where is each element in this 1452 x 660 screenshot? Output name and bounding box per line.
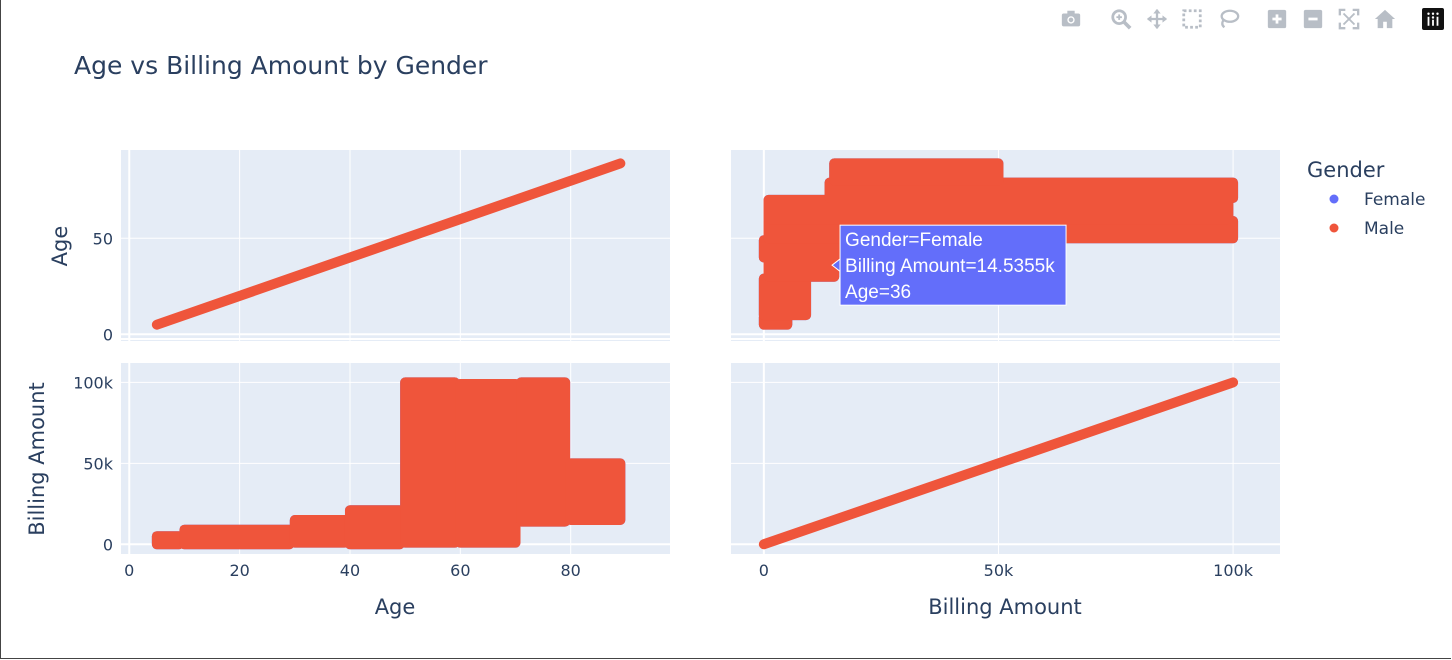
legend-marker-female <box>1329 194 1339 204</box>
legend-item-male[interactable]: Male <box>1329 219 1405 239</box>
point-block-male-age-vs-billing-7 <box>829 158 1004 186</box>
legend-title: Gender <box>1307 158 1385 182</box>
diagonal-points-billing <box>758 377 1239 550</box>
legend-marker-male <box>1329 223 1339 233</box>
x-tick-label-age: 60 <box>450 561 470 580</box>
legend: Gender Female Male <box>1307 158 1425 239</box>
point-block-male-billing-vs-age-2 <box>289 515 350 548</box>
x-tick-label-age: 20 <box>229 561 249 580</box>
autoscale-icon[interactable] <box>1336 6 1362 32</box>
zoom-in-icon[interactable] <box>1264 6 1290 32</box>
point-block-male-billing-vs-age-6 <box>516 377 571 527</box>
legend-label-female: Female <box>1364 190 1425 210</box>
x-tick-label-billing: 100k <box>1213 561 1254 580</box>
camera-icon[interactable] <box>1058 6 1084 32</box>
x-tick-label-age: 0 <box>124 561 134 580</box>
point-block-male-billing-vs-age-4 <box>400 377 460 548</box>
hover-line-age: Age=36 <box>845 282 911 303</box>
y-tick-label-age: 0 <box>103 325 113 344</box>
box-select-icon[interactable] <box>1179 6 1205 32</box>
plotly-logo-icon[interactable] <box>1422 8 1444 30</box>
x-tick-label-age: 80 <box>561 561 581 580</box>
point-block-male-billing-vs-age-0 <box>151 531 184 550</box>
point-block-male-billing-vs-age-1 <box>179 524 295 550</box>
y-axis-title-billing: Billing Amount <box>25 382 49 536</box>
y-tick-label-age: 50 <box>93 229 113 248</box>
point-block-male-age-vs-billing-1 <box>758 273 812 321</box>
legend-item-female[interactable]: Female <box>1329 190 1426 210</box>
x-axis-title-billing: Billing Amount <box>928 595 1082 619</box>
hover-line-gender: Gender=Female <box>845 230 983 251</box>
pan-icon[interactable] <box>1144 6 1170 32</box>
legend-label-male: Male <box>1364 219 1404 239</box>
point-block-male-billing-vs-age-3 <box>344 505 405 550</box>
x-axis-title-age: Age <box>375 595 416 619</box>
chart-title: Age vs Billing Amount by Gender <box>74 51 488 80</box>
y-axis-title-age: Age <box>48 226 72 267</box>
hover-line-billing: Billing Amount=14.5355k <box>845 256 1055 277</box>
y-tick-label-billing: 0 <box>103 535 113 554</box>
zoom-out-icon[interactable] <box>1300 6 1326 32</box>
tick-labels: 0 20 40 60 80 0 50k 100k 0 50 0 50k 100k <box>73 229 1254 580</box>
point-block-male-billing-vs-age-5 <box>455 379 521 548</box>
zoom-icon[interactable] <box>1108 6 1134 32</box>
y-tick-label-billing: 100k <box>73 373 114 392</box>
hover-tooltip-box <box>839 224 1067 306</box>
diagonal-points-age <box>151 158 626 330</box>
hover-tooltip: Gender=Female Billing Amount=14.5355k Ag… <box>831 224 1067 306</box>
x-tick-label-age: 40 <box>340 561 360 580</box>
y-tick-label-billing: 50k <box>83 454 113 473</box>
lasso-select-icon[interactable] <box>1216 6 1242 32</box>
reset-axes-icon[interactable] <box>1372 6 1398 32</box>
x-tick-label-billing: 0 <box>759 561 769 580</box>
point-block-male-billing-vs-age-7 <box>565 458 626 526</box>
x-tick-label-billing: 50k <box>984 561 1014 580</box>
